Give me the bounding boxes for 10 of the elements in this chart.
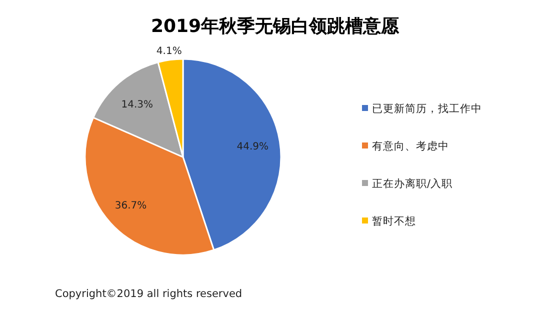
text: Copyright©2019 all rights reserved	[55, 288, 242, 300]
legend-label: 已更新简历，找工作中	[372, 102, 482, 115]
data-label: 14.3%	[121, 99, 154, 110]
legend-label: 暂时不想	[372, 214, 416, 228]
data-label: 44.9%	[236, 142, 269, 153]
legend-label: 正在办离职/入职	[372, 177, 453, 190]
legend-label: 有意向、考虑中	[372, 140, 449, 152]
chart-title: 2019年秋季无锡白领跳槽意愿	[150, 16, 400, 37]
data-label: 36.7%	[114, 200, 147, 212]
data-label: 4.1%	[156, 46, 182, 57]
